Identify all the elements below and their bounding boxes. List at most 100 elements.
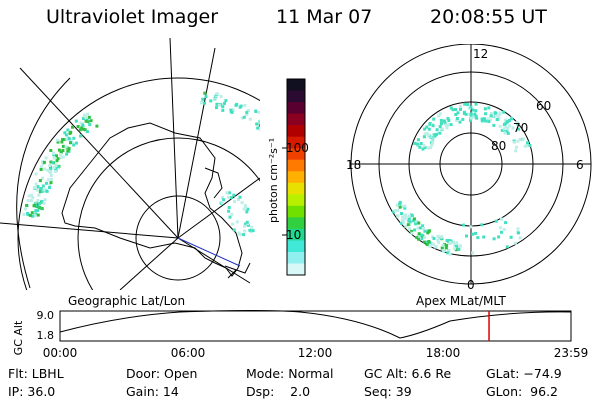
emission-pixel (74, 141, 78, 145)
emission-pixel (469, 114, 473, 117)
emission-pixel (223, 101, 226, 105)
emission-pixel (59, 156, 63, 160)
glat-status: GLat: −74.9 (486, 366, 562, 381)
emission-pixel (44, 189, 48, 193)
emission-pixel (469, 118, 472, 122)
emission-pixel (222, 198, 226, 202)
emission-pixel (431, 124, 435, 128)
emission-pixel (44, 156, 48, 160)
emission-pixel (49, 160, 53, 164)
color-bar-tick-100: 100 (286, 141, 309, 155)
filter-status: Flt: LBHL (8, 366, 64, 381)
emission-pixel (489, 118, 492, 122)
emission-pixel (451, 108, 455, 112)
emission-pixel (67, 147, 71, 151)
emission-pixel (429, 145, 433, 149)
emission-pixel (47, 169, 51, 173)
emission-pixel (431, 242, 435, 246)
emission-pixel (422, 135, 426, 139)
emission-pixel (480, 223, 484, 227)
emission-pixel (401, 215, 405, 219)
emission-pixel (227, 195, 231, 199)
emission-pixel (439, 235, 443, 239)
emission-pixel (396, 214, 400, 218)
emission-pixel (435, 128, 439, 132)
emission-pixel (242, 115, 246, 119)
emission-pixel (41, 184, 45, 188)
emission-pixel (41, 162, 45, 166)
latitude-circle (77, 137, 260, 290)
emission-pixel (492, 123, 496, 127)
emission-pixel (487, 106, 491, 110)
emission-pixel (36, 209, 40, 212)
emission-pixel (36, 188, 40, 192)
ip-status: IP: 36.0 (8, 384, 56, 399)
color-bar-cell (287, 228, 305, 241)
geo-map-label: Geographic Lat/Lon (68, 294, 186, 308)
meridian-line (0, 222, 179, 239)
emission-pixel (509, 235, 513, 239)
emission-pixel (244, 205, 248, 209)
emission-pixel (455, 119, 459, 122)
time-tick-6: 06:00 (171, 346, 206, 360)
emission-pixel (64, 145, 68, 149)
emission-pixel (224, 99, 228, 103)
gain-status: Gain: 14 (126, 384, 179, 399)
emission-pixel (76, 125, 80, 128)
emission-pixel (438, 125, 442, 128)
emission-pixel (512, 140, 516, 144)
emission-pixel (398, 205, 402, 209)
emission-pixel (31, 214, 35, 218)
emission-pixel (425, 229, 429, 232)
emission-pixel (431, 235, 435, 239)
meridian-line (177, 47, 216, 239)
emission-pixel (498, 226, 502, 230)
emission-pixel (515, 145, 518, 149)
emission-pixel (476, 236, 480, 240)
emission-pixel (400, 212, 403, 215)
emission-pixel (256, 126, 260, 130)
geographic-map (0, 38, 260, 290)
emission-pixel (423, 235, 427, 239)
emission-pixel (425, 132, 429, 135)
emission-pixel (235, 102, 239, 106)
mode-status: Mode: Normal (246, 366, 334, 381)
color-bar-cell (287, 136, 305, 149)
emission-pixel (458, 120, 462, 124)
emission-pixel (432, 117, 436, 121)
emission-pixel (440, 246, 444, 250)
emission-pixel (454, 108, 458, 111)
emission-pixel (258, 120, 260, 124)
emission-pixel (469, 225, 473, 229)
emission-pixel (415, 236, 419, 240)
mlat-label-80: 80 (491, 139, 506, 153)
emission-pixel (421, 227, 425, 231)
emission-pixel (445, 244, 449, 247)
emission-pixel (240, 201, 244, 205)
emission-pixel (33, 214, 37, 218)
emission-pixel (221, 108, 225, 112)
emission-pixel (449, 106, 453, 110)
meridian-line (169, 38, 179, 239)
emission-pixel (39, 190, 42, 193)
emission-pixel (64, 133, 68, 137)
color-bar-cell (287, 217, 305, 230)
emission-pixel (236, 198, 240, 201)
emission-pixel (232, 193, 236, 197)
emission-pixel (414, 222, 418, 226)
emission-pixel (245, 210, 249, 214)
emission-pixel (392, 210, 396, 214)
color-bar: photon cm⁻²s⁻¹ (267, 78, 306, 276)
coastline (61, 122, 243, 277)
emission-pixel (60, 140, 64, 144)
emission-pixel (83, 128, 87, 132)
emission-pixel (453, 247, 457, 250)
emission-pixel (416, 138, 420, 142)
mlt-label-18: 18 (346, 158, 361, 172)
emission-pixel (66, 128, 70, 132)
emission-pixel (231, 222, 235, 226)
emission-pixel (79, 134, 83, 138)
emission-pixel (78, 128, 82, 132)
emission-pixel (215, 102, 219, 106)
color-bar-cell (287, 182, 305, 195)
